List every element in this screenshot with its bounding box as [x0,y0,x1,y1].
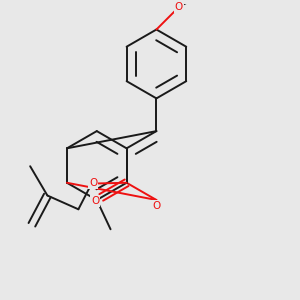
Text: O: O [91,196,99,206]
Text: O: O [175,2,183,12]
Text: O: O [89,178,98,188]
Text: O: O [152,201,160,211]
